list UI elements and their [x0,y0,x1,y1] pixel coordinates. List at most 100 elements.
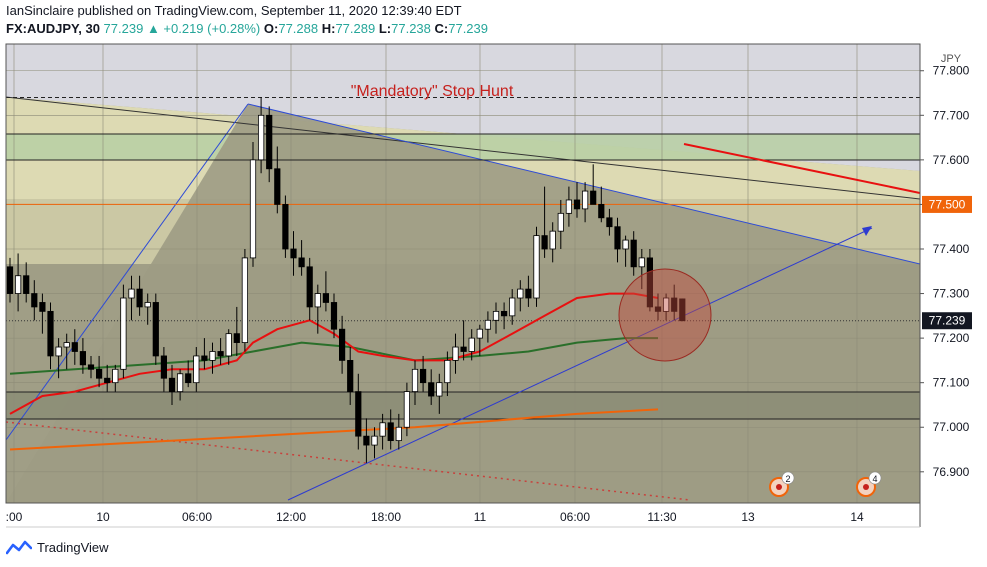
y-tick-label: 77.100 [933,376,970,390]
candle [541,186,548,258]
support-zone [6,392,920,419]
close-value: 77.239 [448,21,488,36]
level-77500-label: 77.500 [922,195,972,213]
event-marker-2[interactable]: 2 [769,471,795,497]
candle [517,280,524,312]
candle [330,293,338,339]
candle [79,338,86,374]
y-tick-label: 77.200 [933,331,970,345]
candle [500,302,508,330]
open-label: O: [263,21,279,36]
candle [274,146,281,214]
candle [557,199,564,249]
trendline-upper [6,96,920,200]
price-axis[interactable]: 77.800 77.700 77.600 77.500 77.400 77.300 77.2… [920,64,970,479]
candle [436,373,443,414]
candle [379,413,386,450]
y-tick-label: 77.600 [933,153,970,167]
high-label: H: [321,21,336,36]
candle [201,338,208,370]
candle [71,329,78,365]
candle [630,231,637,276]
candle [622,235,629,267]
candle [217,338,224,365]
candle [104,364,111,392]
candle [663,293,670,321]
candle [679,298,686,322]
candle [371,427,378,459]
candle [39,293,46,334]
candles [6,97,686,463]
candle [582,182,589,223]
candle [646,248,654,312]
tradingview-logo-icon [6,540,32,555]
x-tick-label: 06:00 [182,510,212,524]
y-tick-label: 77.000 [933,420,970,434]
y-tick-label: 77.400 [933,242,970,256]
candle [444,351,451,397]
event-marker-4-count: 4 [872,474,877,484]
x-tick-label: :00 [6,510,23,524]
candle [298,240,305,276]
candle [565,186,573,227]
ascending-trendline [287,227,873,501]
ema-mid-line [9,337,658,375]
low-label: L: [378,21,392,36]
level-77500-value: 77.500 [929,197,966,211]
candle [614,217,621,263]
candle [290,231,297,276]
candle [452,333,459,374]
time-axis[interactable]: :00 10 06:00 12:00 18:00 11 06:00 11:30 13 14 [6,510,864,524]
candle [476,324,483,356]
candle [654,293,662,321]
candle [533,226,540,307]
candle [395,413,402,450]
candle [347,347,354,405]
publisher-line: IanSinclaire published on TradingView.co… [6,3,462,18]
close-label: C: [434,21,449,36]
candle [185,360,192,388]
candle [355,373,362,450]
candle [31,280,38,321]
y-tick-label: 76.900 [933,465,970,479]
candle [128,275,135,321]
triangle-top-edge [247,103,920,265]
candle [233,306,240,356]
x-tick-label: 13 [741,510,755,524]
candle [160,347,167,392]
candle [525,275,532,307]
candle [338,315,346,374]
x-tick-label: 18:00 [371,510,401,524]
y-tick-label: 77.800 [933,64,970,78]
candle [590,164,597,205]
candle [306,257,313,321]
candle [411,360,419,405]
event-marker-4[interactable]: 4 [856,471,882,497]
x-tick-label: 10 [96,510,110,524]
candle [209,342,216,374]
candle [96,355,103,388]
trendline-arrowhead [862,226,872,236]
candle [468,329,475,361]
annotation-text: "Mandatory" Stop Hunt [351,83,514,100]
y-tick-label: 77.300 [933,287,970,301]
candle [152,293,159,365]
candle [387,409,394,450]
candle [314,284,321,334]
stop-hunt-circle [618,268,712,362]
open-value: 77.288 [278,21,319,36]
x-tick-label: 11 [474,510,487,524]
price-change: ▲ +0.219 (+0.28%) [146,21,261,36]
candle [460,320,467,361]
red-resistance-line [683,143,920,194]
tradingview-brand[interactable]: TradingView [6,539,109,555]
candle [598,186,605,223]
candle [363,418,370,463]
candle [257,97,265,174]
candle [14,253,22,312]
candle [282,195,289,258]
candle [606,208,613,236]
currency-label: JPY [941,53,962,65]
last-price-label: 77.239 [922,312,972,330]
